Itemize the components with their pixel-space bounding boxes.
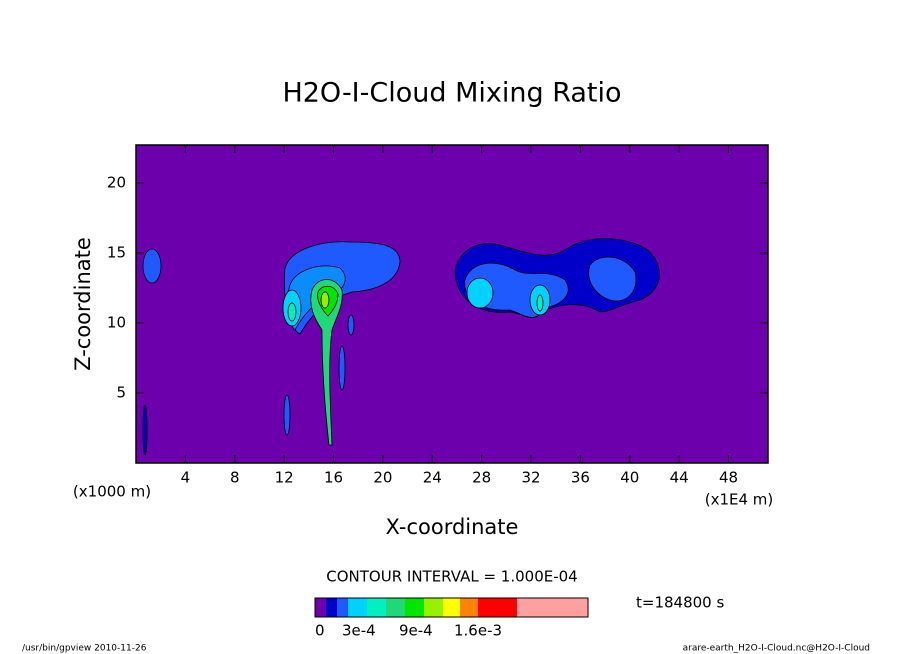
colorbar-tick-label: 0 [315,622,325,640]
colorbar-tick-label: 1.6e-3 [454,622,502,640]
contour-region [588,256,637,302]
x-tick-label: 32 [521,469,540,487]
y-tick-label: 5 [116,383,126,401]
contour-region [142,248,162,284]
x-tick-label: 44 [670,469,689,487]
colorbar-segment [386,598,405,617]
colorbar-segment [424,598,443,617]
x-tick-label: 8 [230,469,240,487]
contour-region [536,294,544,312]
contour-region [338,345,346,391]
colorbar-segment [517,598,588,617]
colorbar-segment [367,598,386,617]
x-unit-label: (x1000 m) [73,483,151,501]
y-axis-title: Z-coordinate [71,237,95,371]
colorbar-segment [443,598,460,617]
x-tick-label: 24 [423,469,442,487]
contour-region [320,291,330,309]
y-tick-label: 15 [107,243,126,261]
x-tick-label: 40 [620,469,639,487]
x-tick-label: 28 [472,469,491,487]
contour-region [310,279,343,446]
x-tick-label: 48 [719,469,738,487]
contour-interval: CONTOUR INTERVAL = 1.000E-04 [326,568,577,586]
contours [142,238,660,456]
plot-area [136,145,768,463]
colorbar-segment [315,598,326,617]
x-unit-label: (x1E4 m) [705,491,774,509]
y-tick-label: 10 [107,313,126,331]
footer: /usr/bin/gpview 2010-11-26 [22,644,147,654]
colorbar-tick-label: 9e-4 [399,622,433,640]
x-tick-label: 4 [181,469,191,487]
contour-region [283,394,291,436]
plot-frame [135,144,769,464]
colorbar-tick-label: 3e-4 [342,622,376,640]
colorbar-segment [460,598,478,617]
x-axis-title: X-coordinate [386,515,519,539]
colorbar-segment [478,598,517,617]
colorbar-segment [348,598,367,617]
contour-region [466,277,494,309]
chart-title: H2O-I-Cloud Mixing Ratio [282,78,621,109]
y-tick-label: 20 [107,173,126,191]
colorbar-frame [314,597,589,618]
x-tick-label: 12 [275,469,294,487]
x-tick-label: 16 [324,469,343,487]
x-tick-label: 20 [373,469,392,487]
contour-region [142,404,148,456]
colorbar-segment [405,598,424,617]
contour-region [287,302,297,322]
x-tick-label: 36 [571,469,590,487]
time-label: t=184800 s [636,594,724,612]
colorbar-segment [326,598,337,617]
contour-region [347,314,355,336]
colorbar-segment [337,598,348,617]
footer: arare-earth_H2O-I-Cloud.nc@H2O-I-Cloud [683,644,870,654]
